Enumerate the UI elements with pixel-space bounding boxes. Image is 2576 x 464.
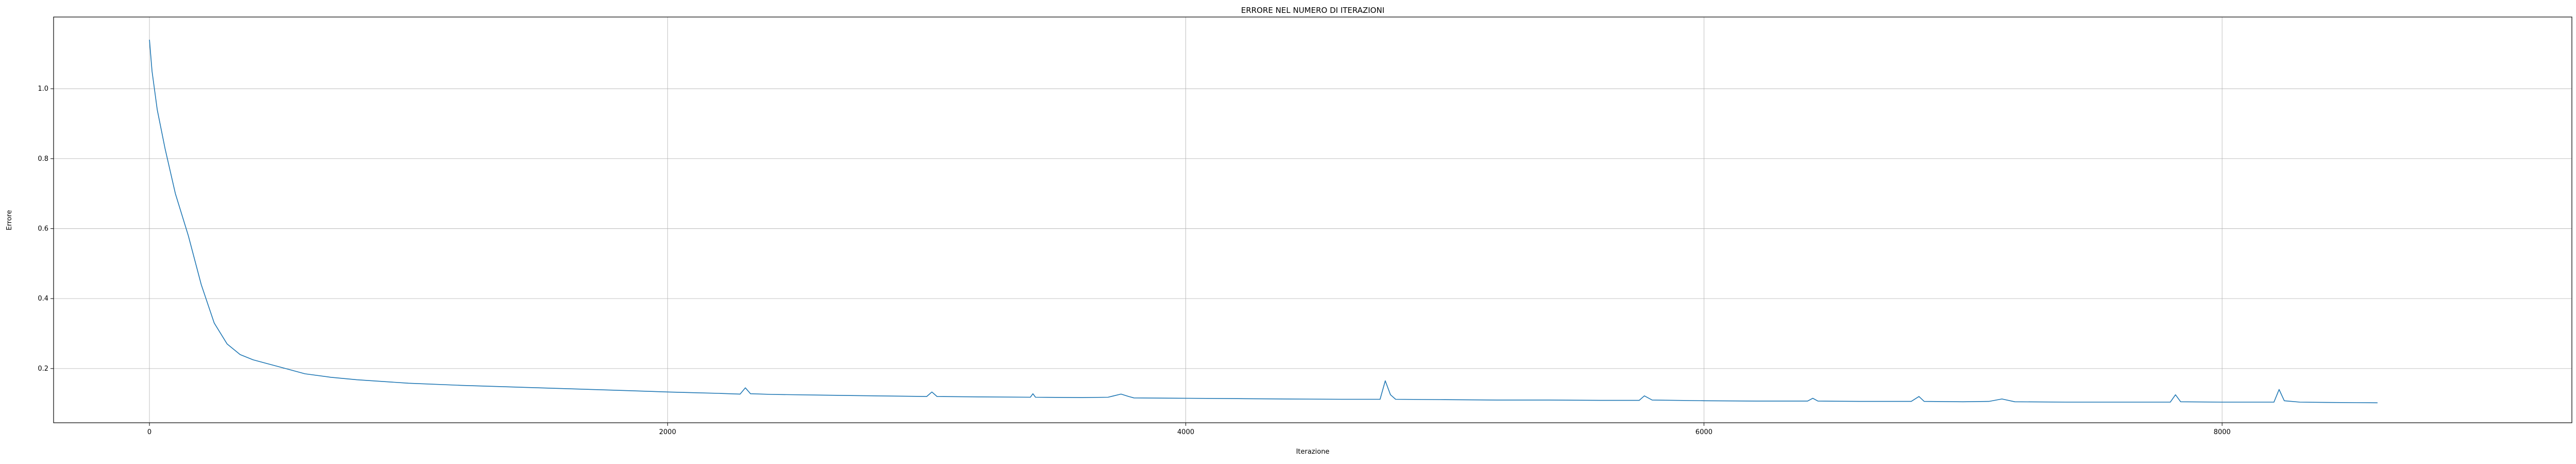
x-tick-label: 0: [147, 428, 151, 436]
x-axis-label: Iterazione: [1296, 448, 1330, 456]
y-tick-label: 0.8: [38, 155, 48, 163]
y-tick-label: 0.6: [38, 225, 48, 233]
x-tick-label: 6000: [1696, 428, 1713, 436]
x-tick-label: 8000: [2214, 428, 2231, 436]
y-tick-label: 0.2: [38, 365, 48, 373]
y-tick-label: 1.0: [38, 85, 48, 93]
x-tick-label: 2000: [659, 428, 676, 436]
x-tick-label: 4000: [1177, 428, 1194, 436]
series-layer: [149, 40, 2378, 404]
y-axis-label: Errore: [6, 210, 13, 230]
tick-layer: 0 2000 4000 6000 8000 0.2 0.4 0.6 0.8 1.0: [38, 85, 2230, 436]
axes-frame: [53, 16, 2572, 423]
y-tick-label: 0.4: [38, 295, 48, 303]
chart-title: ERRORE NEL NUMERO DI ITERAZIONI: [1241, 6, 1384, 15]
grid-layer: [54, 17, 2572, 423]
series-line: [149, 40, 2378, 404]
